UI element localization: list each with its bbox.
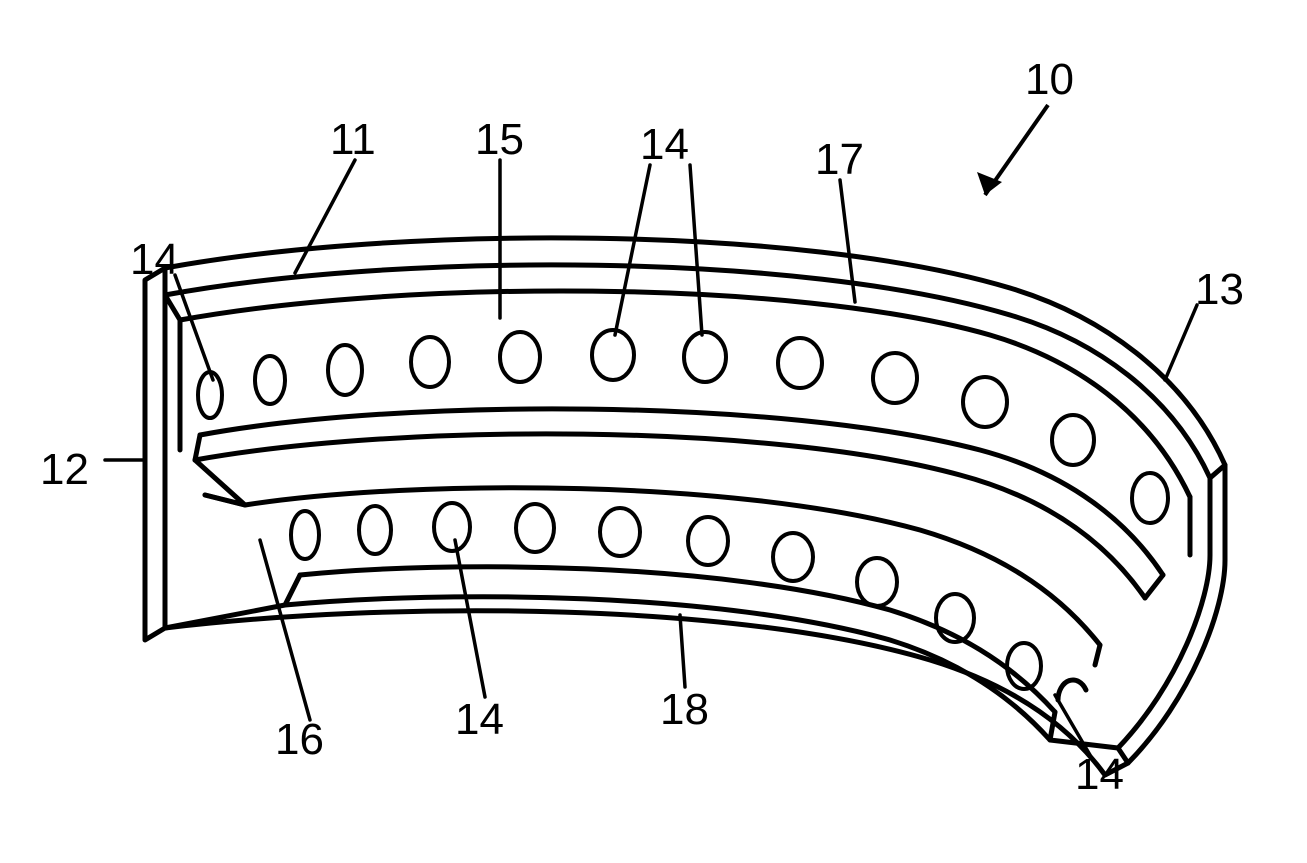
arrow-10 <box>977 105 1048 195</box>
hole-icon <box>434 503 470 551</box>
left-endcap <box>145 268 165 640</box>
leader-lines <box>105 160 1197 755</box>
hole-icon <box>592 330 634 380</box>
hole-icon <box>516 504 554 552</box>
hole-icon <box>873 353 917 403</box>
leader-line <box>260 540 310 720</box>
hole-icon <box>684 332 726 382</box>
callout-14-lower-right: 14 <box>1075 750 1124 800</box>
hole-icon <box>500 332 540 382</box>
leader-line <box>690 165 702 335</box>
hole-icon <box>1052 415 1094 465</box>
bearing-figure: 10 11 12 13 14 14 14 14 15 16 17 18 <box>0 0 1307 863</box>
callout-17: 17 <box>815 135 864 185</box>
upper-plate-top <box>180 291 1190 497</box>
callout-14-upper-mid: 14 <box>640 120 689 170</box>
hole-icon <box>255 356 285 404</box>
callout-10: 10 <box>1025 55 1074 105</box>
hole-icon <box>600 508 640 556</box>
leader-line <box>615 165 650 335</box>
leader-line <box>680 615 685 687</box>
lower-plate-top <box>245 488 1100 645</box>
left-inner-verticals <box>165 295 300 628</box>
hole-icon <box>411 337 449 387</box>
leader-line <box>455 540 485 697</box>
hole-icon <box>688 517 728 565</box>
partial-hole-br <box>1058 680 1086 700</box>
leader-line <box>1165 305 1197 380</box>
callout-15: 15 <box>475 115 524 165</box>
callout-14-lower-mid: 14 <box>455 695 504 745</box>
hole-icon <box>778 338 822 388</box>
hole-icon <box>857 558 897 606</box>
callout-13: 13 <box>1195 265 1244 315</box>
callout-12: 12 <box>40 445 89 495</box>
hole-icon <box>328 345 362 395</box>
hole-icon <box>963 377 1007 427</box>
hole-icon <box>198 372 222 418</box>
leader-line <box>295 160 355 273</box>
hole-icon <box>1132 473 1168 523</box>
callout-16: 16 <box>275 715 324 765</box>
callout-14-upper-left: 14 <box>130 235 179 285</box>
hole-icon <box>359 506 391 554</box>
hole-icon <box>291 511 319 559</box>
callout-11: 11 <box>330 115 376 165</box>
callout-18: 18 <box>660 685 709 735</box>
hole-icon <box>773 533 813 581</box>
